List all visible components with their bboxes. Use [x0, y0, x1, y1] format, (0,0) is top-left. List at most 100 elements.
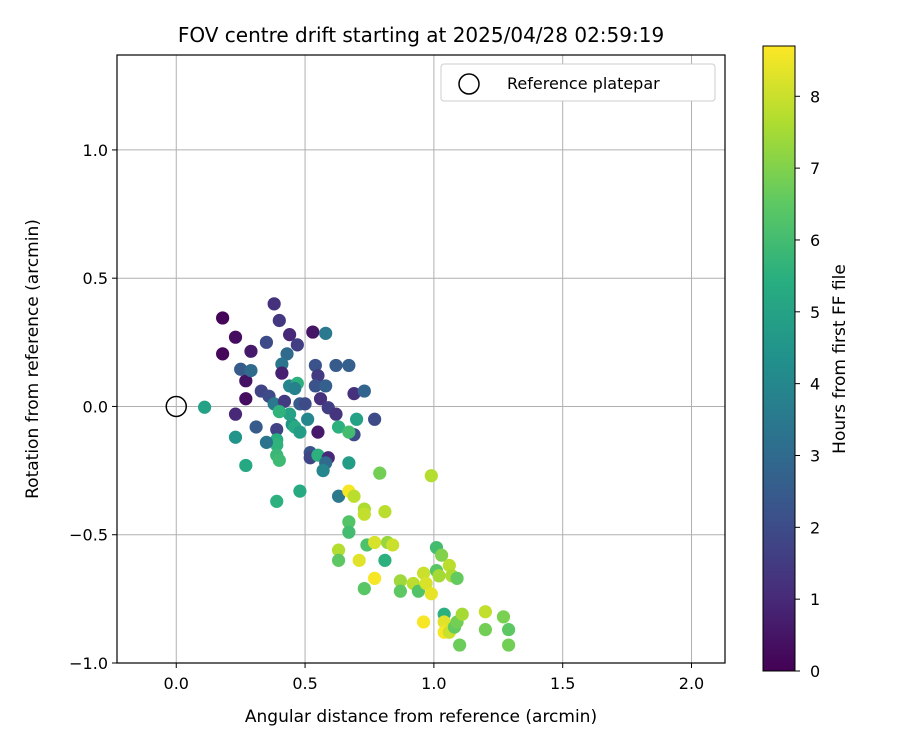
y-tick-label: 0.0 — [83, 397, 108, 416]
colorbar-label: Hours from first FF file — [830, 264, 850, 454]
data-point — [228, 430, 243, 444]
x-tick-label: 2.0 — [679, 674, 704, 693]
data-point — [329, 358, 343, 373]
data-point — [331, 489, 346, 503]
data-point — [272, 453, 286, 467]
x-axis-ticks: 0.0 0.5 1.0 1.5 2.0 — [164, 663, 704, 693]
data-point — [298, 397, 312, 411]
data-point — [239, 374, 253, 388]
data-point — [277, 394, 292, 408]
data-point — [267, 297, 281, 311]
y-tick-label: 0.5 — [83, 269, 108, 288]
x-tick-label: 0.0 — [164, 674, 189, 693]
data-point — [450, 571, 464, 585]
y-axis-label: Rotation from reference (arcmin) — [23, 219, 43, 499]
colorbar-tick-label: 4 — [810, 375, 820, 394]
data-point — [249, 420, 263, 434]
legend-marker-reference — [458, 73, 480, 95]
data-point — [331, 420, 346, 434]
data-point — [424, 469, 438, 483]
data-point — [293, 425, 307, 439]
data-point — [352, 553, 366, 567]
data-point — [368, 412, 382, 426]
legend: Reference platepar — [440, 63, 716, 102]
data-point — [272, 313, 286, 328]
data-point — [424, 587, 438, 601]
data-points — [165, 297, 516, 652]
data-point — [234, 362, 248, 376]
data-point — [301, 412, 315, 426]
data-point — [319, 379, 333, 393]
data-point — [373, 466, 387, 480]
data-point — [293, 484, 307, 498]
data-point — [228, 330, 243, 344]
data-point — [283, 407, 297, 421]
colorbar-tick-label: 2 — [810, 518, 820, 537]
data-point — [275, 366, 289, 380]
x-tick-label: 1.0 — [421, 674, 446, 693]
data-point — [316, 463, 330, 478]
data-point — [342, 358, 356, 373]
data-point — [357, 582, 371, 596]
data-point — [368, 535, 382, 550]
data-point — [349, 412, 364, 426]
data-point — [393, 574, 407, 588]
colorbar-tick-label: 3 — [810, 446, 820, 465]
data-point — [378, 505, 392, 519]
data-point — [342, 525, 356, 539]
plot-frame — [116, 54, 726, 664]
data-point — [290, 338, 304, 352]
colorbar: 0 1 2 3 4 5 6 7 8 Hours from first FF file — [762, 45, 850, 681]
data-point — [368, 571, 382, 585]
y-tick-label: 1.0 — [83, 141, 108, 160]
data-point — [455, 607, 469, 621]
colorbar-tick-label: 0 — [810, 662, 820, 681]
data-point — [311, 425, 325, 439]
data-point — [416, 566, 431, 580]
x-tick-label: 1.5 — [550, 674, 575, 693]
data-point — [378, 553, 392, 567]
data-point — [306, 325, 320, 339]
legend-box — [440, 63, 716, 102]
data-point — [331, 553, 346, 567]
data-point — [216, 311, 230, 325]
data-point — [432, 569, 446, 583]
data-point — [501, 638, 516, 652]
data-point — [478, 605, 493, 619]
colorbar-tick-label: 8 — [810, 87, 820, 106]
data-point — [342, 425, 356, 439]
data-point — [244, 363, 258, 378]
data-point — [259, 335, 274, 349]
data-point — [313, 392, 328, 406]
data-point — [239, 392, 253, 406]
data-point — [357, 384, 371, 398]
colorbar-tick-label: 7 — [810, 159, 820, 178]
colorbar-tick-label: 5 — [810, 303, 820, 322]
colorbar-ticks: 0 1 2 3 4 5 6 7 8 — [795, 87, 820, 681]
data-point — [197, 400, 212, 414]
data-point — [501, 623, 516, 637]
data-point — [342, 456, 356, 470]
y-tick-label: −1.0 — [69, 654, 108, 673]
data-point — [329, 407, 343, 421]
data-point — [311, 369, 325, 383]
data-point — [419, 576, 433, 591]
colorbar-tick-label: 6 — [810, 231, 820, 250]
data-point — [386, 538, 400, 552]
x-tick-label: 0.5 — [292, 674, 317, 693]
data-point — [347, 489, 361, 503]
data-point — [437, 615, 451, 629]
data-point — [347, 387, 361, 401]
legend-label-reference: Reference platepar — [507, 74, 660, 93]
data-point — [453, 638, 467, 652]
data-point — [357, 507, 371, 521]
data-point — [228, 407, 243, 421]
data-point — [416, 615, 431, 629]
data-point — [272, 404, 286, 419]
reference-platepar-marker — [165, 395, 188, 418]
data-point — [280, 347, 294, 361]
data-point — [308, 358, 322, 373]
data-point — [478, 623, 493, 637]
data-point — [270, 438, 284, 452]
